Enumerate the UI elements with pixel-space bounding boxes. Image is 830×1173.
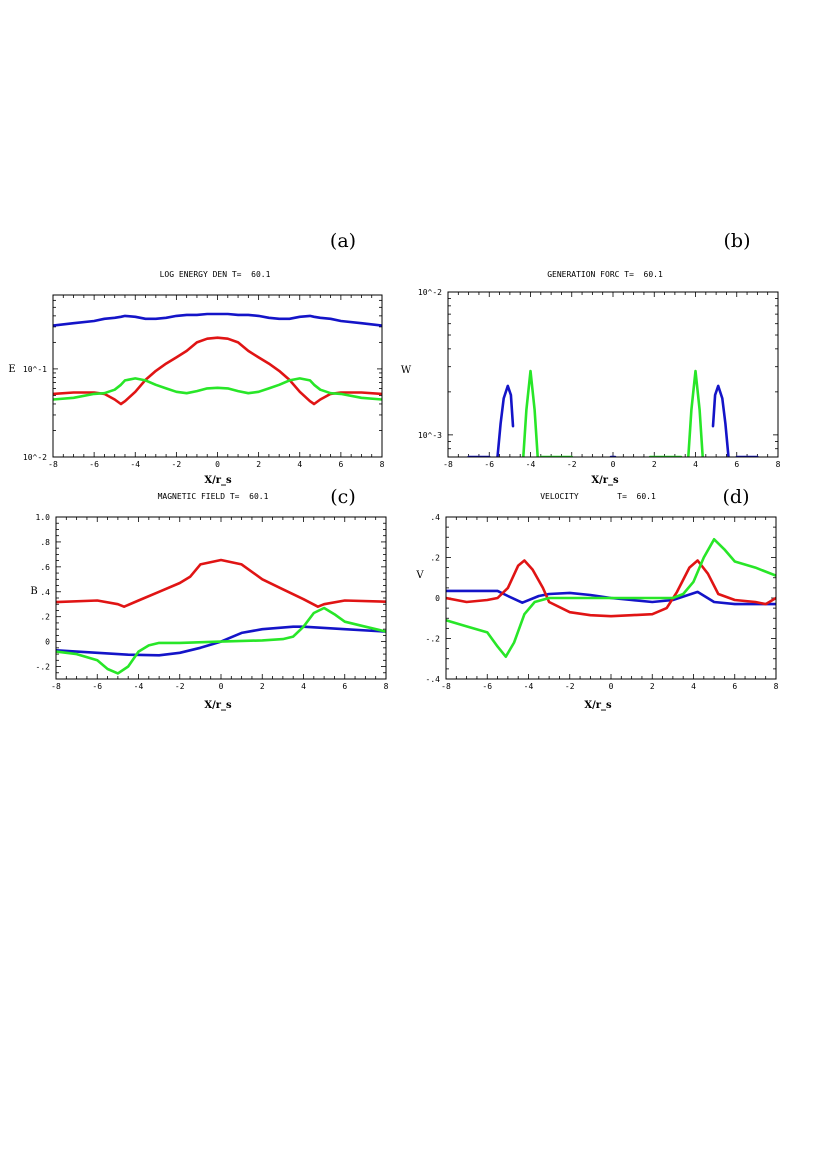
x-tick-label: 2 xyxy=(256,460,261,469)
y-tick-label: 1.0 xyxy=(36,513,51,522)
x-tick-label: -2 xyxy=(175,682,185,691)
panel-b: -8 -6 -4 -2 0 2 4 6 8 10^-2 10^-3 GENERATION FORC T… xyxy=(401,230,781,486)
y-tick-label: .4 xyxy=(430,513,440,522)
x-tick-label: -2 xyxy=(567,460,577,469)
x-tick-label: 6 xyxy=(732,682,737,691)
y-axis-label: W xyxy=(401,365,412,376)
x-axis-label: X/r_s xyxy=(584,700,612,711)
y-axis-label: B xyxy=(30,586,37,597)
panel-a: -8 -6 -4 -2 0 2 4 6 8 10^-2 10^-1 LOG ENERGY DEN T=… xyxy=(8,230,384,486)
y-tick-label: -.2 xyxy=(36,663,51,672)
x-tick-label: -6 xyxy=(482,682,492,691)
y-tick-label: -.4 xyxy=(426,675,441,684)
y-tick-label: .8 xyxy=(40,538,50,547)
y-tick-label: 10^-2 xyxy=(23,453,47,462)
x-tick-label: 8 xyxy=(380,460,385,469)
series-blue-line xyxy=(53,312,382,327)
x-tick-label: 2 xyxy=(260,682,265,691)
y-tick-label: .2 xyxy=(430,554,440,563)
series-red-line xyxy=(446,559,776,618)
x-tick-label: 2 xyxy=(652,460,657,469)
chart-title: VELOCITY T= 60.1 xyxy=(540,492,656,501)
series-green-line xyxy=(446,538,776,658)
plot-frame xyxy=(445,516,777,680)
series-red-line xyxy=(56,558,386,608)
series-red-line xyxy=(53,336,382,406)
panel-label: (b) xyxy=(724,230,751,252)
y-axis-label: E xyxy=(8,364,15,375)
x-tick-label: -4 xyxy=(130,460,140,469)
panel-label: (d) xyxy=(723,486,750,508)
y-tick-label: .2 xyxy=(40,613,50,622)
chart-title: GENERATION FORC T= 60.1 xyxy=(547,270,663,279)
x-tick-label: -4 xyxy=(134,682,144,691)
x-axis-label: X/r_s xyxy=(591,475,619,486)
y-tick-label: 10^-1 xyxy=(23,365,47,374)
x-tick-label: 4 xyxy=(297,460,302,469)
y-tick-label: 10^-3 xyxy=(418,431,442,440)
x-tick-label: 6 xyxy=(338,460,343,469)
panel-label: (a) xyxy=(330,230,356,252)
x-tick-label: -6 xyxy=(484,460,494,469)
x-tick-label: 2 xyxy=(650,682,655,691)
x-tick-label: 4 xyxy=(693,460,698,469)
x-tick-label: -4 xyxy=(524,682,534,691)
series-green-line xyxy=(56,606,386,675)
series-blue-line xyxy=(56,625,386,657)
x-tick-label: 4 xyxy=(301,682,306,691)
y-tick-label: -.2 xyxy=(426,635,441,644)
panel-label: (c) xyxy=(330,486,355,508)
x-tick-label: 6 xyxy=(734,460,739,469)
series-blue-line xyxy=(711,384,730,457)
x-tick-label: 0 xyxy=(219,682,224,691)
x-tick-label: -6 xyxy=(92,682,102,691)
x-tick-label: 8 xyxy=(384,682,389,691)
plot-frame xyxy=(447,291,779,458)
series-blue-line xyxy=(496,384,515,457)
series-green-line xyxy=(53,377,382,401)
panel-c: -8 -6 -4 -2 0 2 4 6 8 1.0 .8 .6 .4 .2 0 -.2 MAGNETIC FIE… xyxy=(30,486,388,711)
y-tick-label: 10^-2 xyxy=(418,288,442,297)
y-axis-label: V xyxy=(415,570,424,581)
x-tick-label: -2 xyxy=(565,682,575,691)
x-tick-label: 4 xyxy=(691,682,696,691)
chart-title: LOG ENERGY DEN T= 60.1 xyxy=(160,270,271,279)
y-tick-label: 0 xyxy=(435,594,440,603)
plot-frame xyxy=(55,516,387,680)
x-tick-label: -2 xyxy=(172,460,182,469)
x-tick-label: 0 xyxy=(609,682,614,691)
series-blue-line xyxy=(446,589,776,606)
y-tick-label: 0 xyxy=(45,638,50,647)
plot-frame xyxy=(52,294,383,458)
x-tick-label: -8 xyxy=(443,460,453,469)
x-tick-label: -8 xyxy=(48,460,58,469)
x-tick-label: -4 xyxy=(526,460,536,469)
x-tick-label: 8 xyxy=(776,460,781,469)
y-tick-label: .6 xyxy=(40,563,50,572)
series-green-line xyxy=(522,369,539,457)
y-tick-label: .4 xyxy=(40,588,50,597)
x-tick-label: 0 xyxy=(215,460,220,469)
chart-title: MAGNETIC FIELD T= 60.1 xyxy=(158,492,269,501)
x-tick-label: -8 xyxy=(51,682,61,691)
x-tick-label: 6 xyxy=(342,682,347,691)
x-axis-label: X/r_s xyxy=(204,475,232,486)
x-tick-label: 8 xyxy=(774,682,779,691)
panel-d: -8 -6 -4 -2 0 2 4 6 8 .4 .2 0 -.2 -.4 VELOCITY T= 60.1… xyxy=(415,486,778,711)
x-tick-label: -8 xyxy=(441,682,451,691)
series-green-line xyxy=(687,369,704,457)
x-tick-label: 0 xyxy=(611,460,616,469)
x-axis-label: X/r_s xyxy=(204,700,232,711)
x-tick-label: -6 xyxy=(89,460,99,469)
